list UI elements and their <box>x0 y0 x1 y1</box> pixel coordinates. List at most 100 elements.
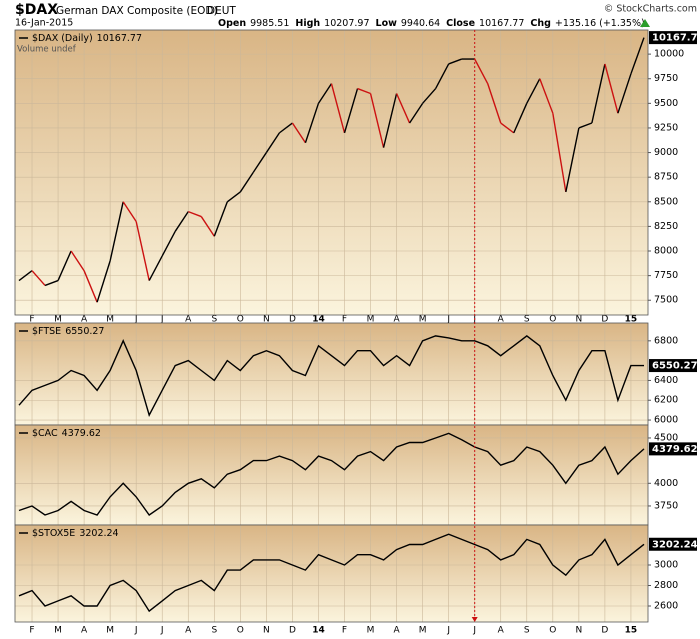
x-tick-label: M <box>54 626 62 636</box>
y-tick-label: 8750 <box>654 172 678 183</box>
line-series <box>18 432 645 516</box>
line-segment <box>539 78 554 114</box>
y-tick-label: 2600 <box>654 601 678 612</box>
line-segment <box>500 122 515 134</box>
x-tick-label: D <box>601 626 608 636</box>
x-tick-label: S <box>524 315 530 325</box>
x-tick-label: M <box>367 315 375 325</box>
y-tick-label: 7500 <box>654 295 678 306</box>
x-tick-label: M <box>419 315 427 325</box>
line-segment <box>409 102 424 124</box>
line-segment <box>526 78 541 104</box>
line-segment <box>448 58 462 65</box>
line-segment <box>487 83 502 124</box>
stats: Open 9985.51 High 10207.97 Low 9940.64 Close 10… <box>218 18 645 29</box>
line-segment <box>343 88 359 134</box>
x-tick-label: J <box>160 626 164 636</box>
line-segment <box>617 73 632 114</box>
line-segment <box>304 103 320 143</box>
panel-background <box>15 323 648 425</box>
subtitle: Volume undef <box>17 45 77 55</box>
x-tick-label: A <box>81 626 88 636</box>
x-tick-label: A <box>498 315 505 325</box>
y-tick-label: 8500 <box>654 196 678 207</box>
line-segment <box>265 132 280 153</box>
line-segment <box>161 230 176 257</box>
y-tick-label: 2800 <box>654 580 678 591</box>
y-tick-label: 6800 <box>654 335 678 346</box>
up-arrow <box>640 19 650 27</box>
y-tick-label: 9500 <box>654 98 678 109</box>
stat-value: 9940.64 <box>401 18 440 29</box>
line-segment <box>630 37 645 75</box>
line-segment <box>226 191 241 203</box>
line-segment <box>239 171 254 193</box>
line-segment <box>474 58 489 84</box>
panel-background <box>15 425 648 525</box>
x-tick-label: N <box>263 626 270 636</box>
legend-text: $DAX (Daily) 10167.77 <box>32 33 142 44</box>
x-tick-label: J <box>472 626 476 636</box>
x-tick-label: 15 <box>625 315 638 325</box>
symbol: $DAX <box>15 2 58 18</box>
y-tick-label: 6200 <box>654 395 678 406</box>
x-tick-label: D <box>289 626 296 636</box>
last-value-label: 3202.24 <box>652 539 698 550</box>
y-tick-label: 8250 <box>654 221 678 232</box>
x-tick-label: N <box>263 315 270 325</box>
stat-value: 9985.51 <box>250 18 289 29</box>
line-segment <box>109 201 124 262</box>
x-tick-label: F <box>29 315 34 325</box>
exchange: DEUT <box>207 5 236 17</box>
legend-value: 6550.27 <box>65 326 104 337</box>
stat-label: Chg <box>530 18 551 29</box>
line-segment <box>174 211 189 232</box>
x-tick-label: O <box>237 626 244 636</box>
line-segment <box>188 210 202 218</box>
x-tick-label: M <box>54 315 62 325</box>
y-tick-label: 9000 <box>654 147 678 158</box>
legend-name: $DAX (Daily) <box>32 33 93 44</box>
line-series <box>18 335 644 417</box>
y-tick-label: 4500 <box>654 432 678 443</box>
x-tick-label: A <box>185 315 192 325</box>
line-segment <box>565 127 580 193</box>
line-segment <box>357 87 371 95</box>
line-series <box>18 533 645 613</box>
line-segment <box>18 270 33 282</box>
x-tick-label: D <box>601 315 608 325</box>
x-tick-label: J <box>134 626 138 636</box>
y-tick-label: 8000 <box>654 246 678 257</box>
legend-name: $FTSE <box>32 326 61 337</box>
x-tick-label: F <box>342 626 347 636</box>
x-tick-label: M <box>367 626 375 636</box>
legend-text: $FTSE 6550.27 <box>32 326 104 337</box>
line-segment <box>213 201 228 237</box>
x-tick-label: F <box>342 315 347 325</box>
line-segment <box>382 93 398 148</box>
y-tick-label: 9750 <box>654 73 678 84</box>
line-segment <box>422 88 437 104</box>
x-tick-label: M <box>419 626 427 636</box>
y-tick-label: 6000 <box>654 415 678 426</box>
security-name: German DAX Composite (EOD) <box>56 5 218 17</box>
line-segment <box>135 221 150 281</box>
stat-value: 10207.97 <box>324 18 369 29</box>
x-tick-label: A <box>81 315 88 325</box>
x-tick-label: S <box>524 626 530 636</box>
stat-label: Low <box>376 18 398 29</box>
line-segment <box>395 93 411 124</box>
x-tick-label: 14 <box>312 626 325 636</box>
x-tick-label: J <box>446 626 450 636</box>
stat-value: +135.16 (+1.35%) <box>555 18 645 29</box>
y-tick-label: 9250 <box>654 122 678 133</box>
line-segment <box>122 201 137 222</box>
x-tick-label: A <box>393 626 400 636</box>
credit: © StockCharts.com <box>604 4 697 15</box>
legend-text: $CAC 4379.62 <box>32 428 101 439</box>
x-tick-label: M <box>106 315 114 325</box>
x-tick-label: O <box>549 626 556 636</box>
y-tick-label: 3750 <box>654 500 678 511</box>
last-value-label: 4379.62 <box>652 444 698 455</box>
